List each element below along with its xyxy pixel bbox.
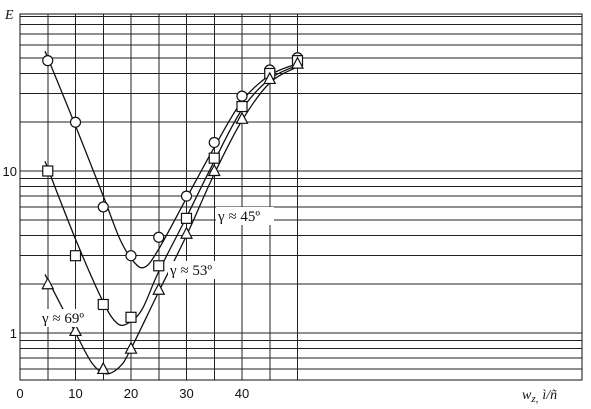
x-tick-label: 20 xyxy=(124,386,138,401)
data-point-triangle xyxy=(124,341,138,354)
data-point-square xyxy=(97,298,109,311)
annotation-bg xyxy=(40,309,98,327)
y-tick-label: 10 xyxy=(3,164,17,179)
y-axis-label: E xyxy=(4,8,14,23)
data-point-circle xyxy=(97,201,109,213)
x-tick-label: 10 xyxy=(68,386,82,401)
x-tick-label: 40 xyxy=(235,386,249,401)
x-axis-label-unit: ì/ñ xyxy=(542,388,557,403)
data-point-square xyxy=(69,250,82,262)
x-tick-label: 0 xyxy=(16,386,23,401)
series-annotation: γ ≈ 45º xyxy=(217,209,260,225)
y-tick-label: 1 xyxy=(10,326,17,341)
data-point-triangle xyxy=(69,323,82,337)
data-point-square xyxy=(180,212,193,224)
data-point-triangle xyxy=(41,276,55,290)
data-point-square xyxy=(42,165,54,177)
x-axis-label-sub: z, xyxy=(530,393,538,405)
data-point-circle xyxy=(208,136,220,149)
series-square-line xyxy=(44,64,298,327)
data-point-triangle xyxy=(263,71,277,85)
data-point-triangle xyxy=(96,361,110,375)
data-point-circle xyxy=(236,90,248,102)
series-annotation: γ ≈ 69º xyxy=(41,311,84,327)
data-point-square xyxy=(125,311,137,323)
data-point-triangle xyxy=(152,282,166,295)
data-point-square xyxy=(236,100,248,113)
series-markers xyxy=(41,52,304,375)
data-point-triangle xyxy=(235,111,249,124)
annotation-bg xyxy=(216,207,274,225)
series-annotation: γ ≈ 53º xyxy=(169,263,212,279)
data-point-circle xyxy=(42,55,54,67)
data-point-triangle xyxy=(180,226,193,239)
data-point-square xyxy=(208,152,220,164)
data-point-triangle xyxy=(291,56,304,69)
annotation-bg xyxy=(168,261,226,279)
series-annotations: γ ≈ 45º γ ≈ 53º γ ≈ 69º xyxy=(40,207,274,327)
x-axis-label: wz, ì/ñ xyxy=(522,388,557,405)
tick-labels: 0 10 20 30 40 1 10 xyxy=(3,164,250,401)
grid-lines xyxy=(20,14,582,380)
plot-frame xyxy=(19,13,583,381)
data-point-circle xyxy=(125,250,137,262)
x-axis-label-var: w xyxy=(522,388,532,403)
data-point-circle xyxy=(69,116,82,128)
x-tick-label: 30 xyxy=(179,386,193,401)
data-point-circle xyxy=(153,231,165,243)
data-point-circle xyxy=(180,190,193,202)
data-point-square xyxy=(153,260,165,272)
data-point-triangle xyxy=(207,163,221,177)
